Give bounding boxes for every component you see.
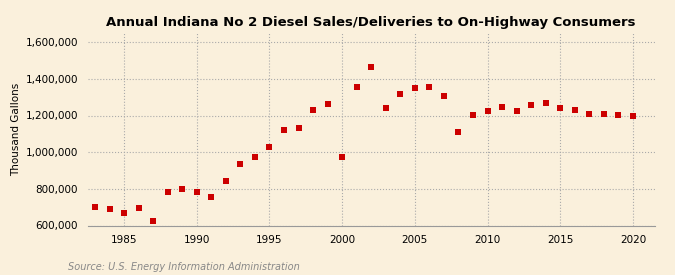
Point	[584, 111, 595, 116]
Point	[555, 106, 566, 110]
Point	[235, 162, 246, 166]
Point	[162, 189, 173, 194]
Point	[439, 94, 450, 98]
Point	[482, 109, 493, 113]
Point	[206, 195, 217, 199]
Point	[526, 102, 537, 107]
Point	[221, 178, 232, 183]
Point	[351, 85, 362, 89]
Point	[540, 100, 551, 105]
Point	[119, 210, 130, 215]
Y-axis label: Thousand Gallons: Thousand Gallons	[11, 82, 22, 176]
Point	[104, 207, 115, 211]
Point	[628, 114, 639, 119]
Point	[424, 85, 435, 89]
Title: Annual Indiana No 2 Diesel Sales/Deliveries to On-Highway Consumers: Annual Indiana No 2 Diesel Sales/Deliver…	[107, 16, 636, 29]
Point	[468, 112, 479, 117]
Point	[279, 128, 290, 132]
Text: Source: U.S. Energy Information Administration: Source: U.S. Energy Information Administ…	[68, 262, 299, 272]
Point	[293, 126, 304, 131]
Point	[308, 108, 319, 112]
Point	[322, 101, 333, 106]
Point	[337, 155, 348, 159]
Point	[410, 86, 421, 90]
Point	[570, 108, 580, 112]
Point	[133, 206, 144, 210]
Point	[613, 112, 624, 117]
Point	[395, 91, 406, 96]
Point	[192, 189, 202, 194]
Point	[453, 130, 464, 134]
Point	[148, 219, 159, 223]
Point	[497, 105, 508, 109]
Point	[511, 109, 522, 113]
Point	[366, 65, 377, 69]
Point	[599, 111, 610, 116]
Point	[177, 187, 188, 191]
Point	[381, 106, 392, 110]
Point	[250, 155, 261, 159]
Point	[90, 205, 101, 209]
Point	[264, 144, 275, 149]
